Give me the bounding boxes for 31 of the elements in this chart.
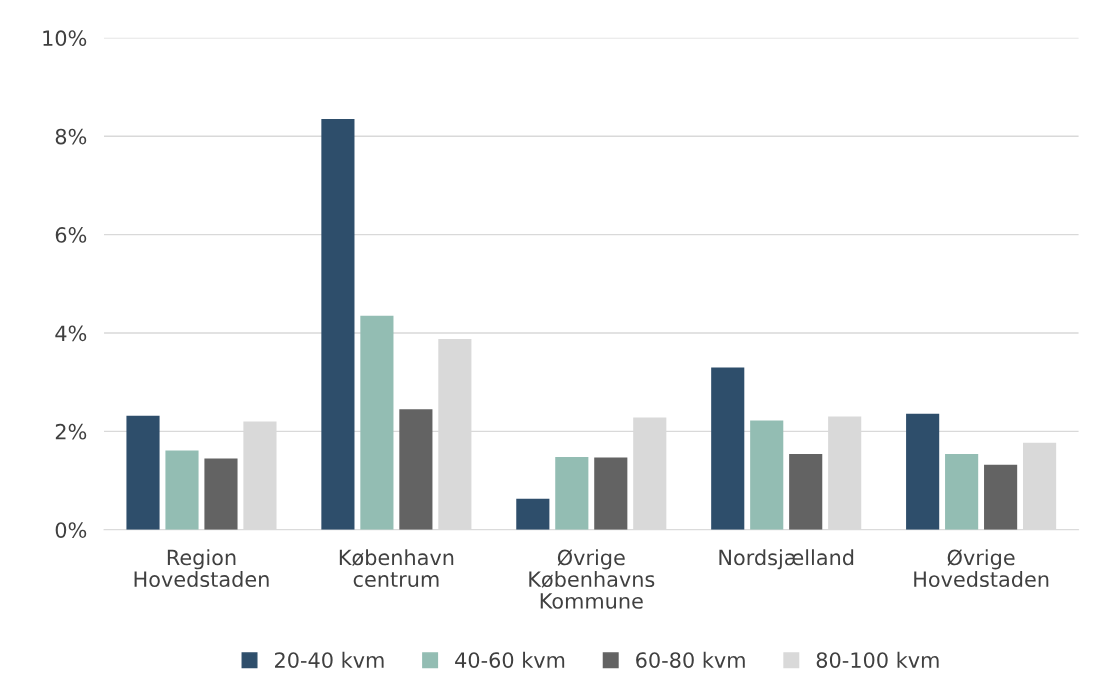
bar [399,409,433,530]
bar [204,458,238,530]
x-tick-label: Nordsjælland [719,549,854,570]
bar [555,456,589,530]
bar [984,464,1018,530]
bar [945,454,979,530]
x-tick-label: København centrum [339,549,454,588]
bar [750,420,784,530]
y-tick-label: 8% [55,128,87,145]
y-tick-label: 2% [55,423,87,440]
x-tick-label: Region Hovedstaden [134,549,269,588]
legend-label: 20-40 kvm [275,651,384,668]
y-tick-label: 4% [55,325,87,342]
bar [789,454,823,530]
legend-label: 80-100 kvm [816,651,939,668]
bar [126,415,160,530]
bar [1023,442,1057,530]
bar [516,498,550,530]
bar [906,413,940,530]
y-tick-label: 6% [55,227,87,243]
y-tick-label: 10% [43,30,87,47]
x-tick-label: Øvrige Københavns Kommune [529,549,655,609]
legend-label: 60-80 kvm [636,651,745,668]
bar [165,450,199,530]
bar [360,315,394,530]
legend-label: 40-60 kvm [455,651,565,668]
bar [711,367,745,530]
y-tick-label: 0% [55,522,87,538]
bar [594,457,628,530]
x-tick-label: Øvrige Hovedstaden [914,549,1049,588]
bar [321,119,355,530]
